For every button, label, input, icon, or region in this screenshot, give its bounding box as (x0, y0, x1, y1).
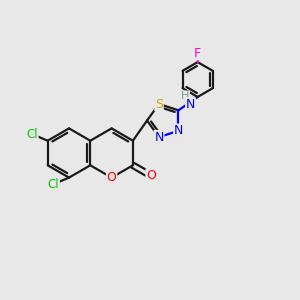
Text: N: N (154, 130, 164, 144)
Text: Cl: Cl (26, 128, 38, 141)
Text: Cl: Cl (48, 178, 59, 191)
Text: O: O (146, 169, 156, 182)
Text: N: N (174, 124, 183, 137)
Text: O: O (107, 171, 116, 184)
Text: H: H (181, 91, 189, 101)
Text: F: F (194, 46, 201, 60)
Text: S: S (155, 98, 163, 110)
Text: N: N (186, 98, 195, 111)
